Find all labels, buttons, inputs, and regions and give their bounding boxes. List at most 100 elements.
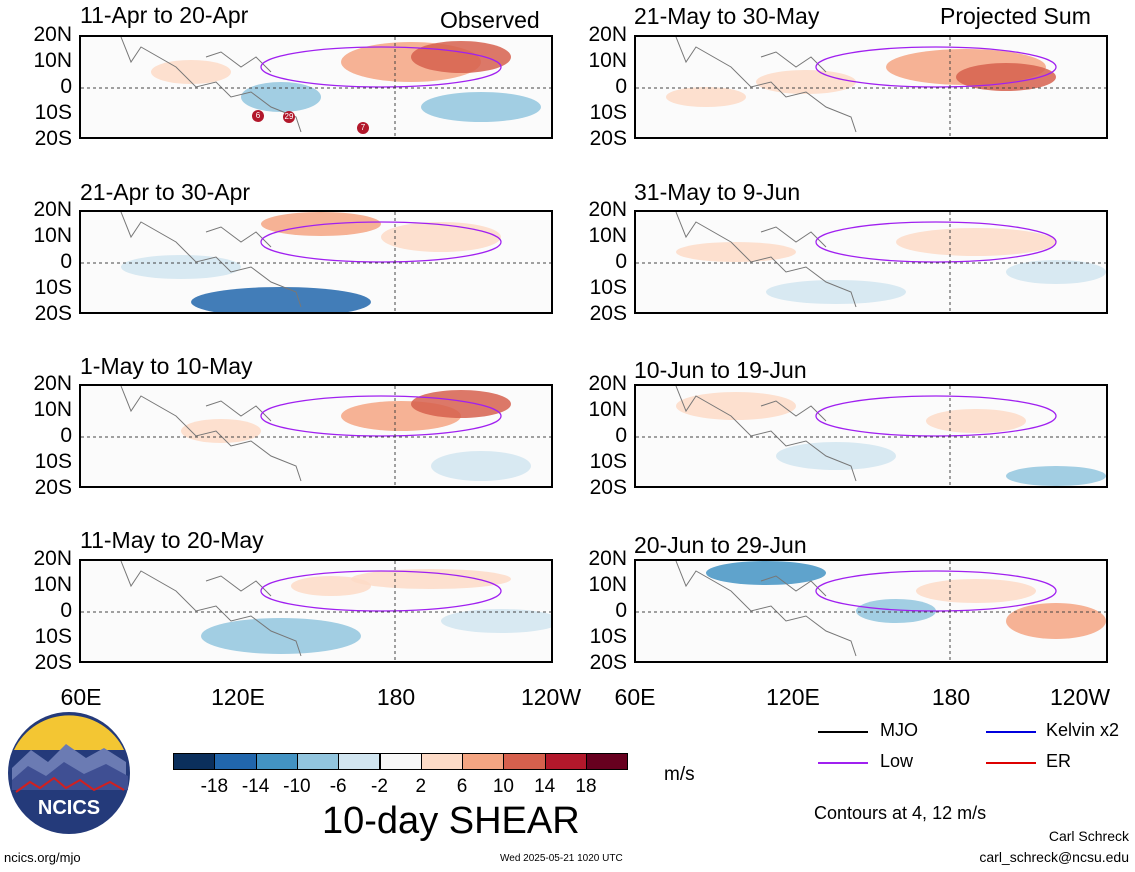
panel-title-1: 11-Apr to 20-Apr bbox=[80, 2, 249, 28]
shear-shading-1 bbox=[916, 579, 1036, 603]
shear-shading-1 bbox=[956, 63, 1056, 91]
low-contour bbox=[260, 221, 502, 263]
contours-note: Contours at 4, 12 m/s bbox=[814, 803, 987, 823]
colorbar-swatch-5 bbox=[379, 753, 422, 770]
colorbar-tick-5: 2 bbox=[415, 776, 427, 797]
lon-tick-120e-left: 120E bbox=[211, 684, 265, 710]
coastline bbox=[675, 37, 857, 133]
footer-timestamp: Wed 2025-05-21 1020 UTC bbox=[500, 853, 623, 864]
coastline bbox=[120, 212, 302, 308]
lon-tick-120w-left: 120W bbox=[520, 684, 582, 710]
shear-shading-2 bbox=[776, 442, 896, 470]
panel-title-6: 31-May to 9-Jun bbox=[634, 179, 801, 205]
map-panel-1 bbox=[79, 35, 553, 139]
lat-tick-right-row4-2: 0 bbox=[615, 599, 627, 622]
lat-tick-left-row3-0: 20N bbox=[33, 372, 72, 395]
colorbar-tick-1: -14 bbox=[241, 776, 270, 797]
panel-6-shading bbox=[636, 212, 1106, 312]
low-contour bbox=[260, 395, 502, 437]
panel-title-8: 20-Jun to 29-Jun bbox=[634, 532, 807, 558]
colorbar-swatch-9 bbox=[544, 753, 587, 770]
legend-mjo-label: MJO bbox=[880, 720, 918, 740]
lat-tick-left-row2-3: 10S bbox=[34, 276, 72, 299]
low-contour bbox=[815, 395, 1057, 437]
shear-shading-2 bbox=[151, 60, 231, 84]
panel-1-shading bbox=[81, 37, 551, 137]
lat-tick-left-row2-1: 10N bbox=[33, 224, 72, 247]
coastline bbox=[675, 212, 857, 308]
lon-tick-60e-right: 60E bbox=[614, 684, 656, 710]
footer-email: carl_schreck@ncsu.edu bbox=[979, 849, 1129, 865]
panel-5-shading bbox=[636, 37, 1106, 137]
low-contour bbox=[260, 570, 502, 612]
colorbar-swatch-1 bbox=[214, 753, 257, 770]
map-panel-7 bbox=[634, 384, 1108, 488]
low-contour bbox=[260, 46, 502, 88]
colorbar-swatch-4 bbox=[338, 753, 381, 770]
storm-label-7: 7 bbox=[360, 123, 366, 132]
colorbar-swatch-8 bbox=[503, 753, 546, 770]
colorbar-tick-4: -2 bbox=[371, 776, 388, 797]
panel-title-4: 11-May to 20-May bbox=[80, 527, 264, 553]
lat-tick-right-row4-3: 10S bbox=[589, 625, 627, 648]
lat-tick-left-row3-1: 10N bbox=[33, 398, 72, 421]
shear-shading-3 bbox=[856, 599, 936, 623]
colorbar-swatch-0 bbox=[173, 753, 216, 770]
lat-tick-left-row1-1: 10N bbox=[33, 49, 72, 72]
lon-tick-180-right: 180 bbox=[931, 684, 971, 710]
shear-shading-2 bbox=[1006, 603, 1106, 639]
colorbar-tick-3: -6 bbox=[329, 776, 347, 797]
colorbar-tick-7: 10 bbox=[492, 776, 514, 797]
shear-shading-1 bbox=[381, 222, 501, 252]
lon-tick-120w-right: 120W bbox=[1050, 684, 1111, 710]
shear-shading-1 bbox=[411, 41, 511, 73]
lat-tick-left-row2-2: 0 bbox=[60, 250, 72, 273]
panel-3-shading bbox=[81, 386, 551, 486]
shear-shading-0 bbox=[676, 392, 796, 420]
footer-author: Carl Schreck bbox=[1048, 828, 1129, 844]
colorbar-tick-6: 6 bbox=[456, 776, 468, 797]
lat-tick-right-row3-4: 20S bbox=[589, 476, 627, 499]
legend-kelvin-label: Kelvin x2 bbox=[1046, 720, 1120, 740]
shear-shading-3 bbox=[441, 609, 551, 633]
lat-tick-right-row4-1: 10N bbox=[588, 573, 627, 596]
colorbar-swatch-7 bbox=[462, 753, 505, 770]
storm-marker-7: 7 bbox=[357, 122, 369, 134]
colorbar-swatch-6 bbox=[420, 753, 464, 770]
shear-shading-3 bbox=[1006, 466, 1106, 486]
panel-title-5: 21-May to 30-May bbox=[634, 3, 820, 29]
lat-tick-right-row4-4: 20S bbox=[589, 651, 627, 674]
logo-text: NCICS bbox=[38, 797, 100, 819]
low-contour bbox=[815, 570, 1057, 612]
lon-tick-120e-right: 120E bbox=[766, 684, 820, 710]
map-panel-2 bbox=[79, 210, 553, 314]
colorbar-swatch-3 bbox=[296, 753, 340, 770]
lat-tick-right-row3-3: 10S bbox=[589, 450, 627, 473]
legend-low-label: Low bbox=[880, 751, 914, 771]
main-title: 10-day SHEAR bbox=[322, 800, 580, 842]
panel-title-3: 1-May to 10-May bbox=[80, 353, 253, 379]
lat-tick-right-row1-2: 0 bbox=[615, 75, 627, 98]
lat-tick-right-row2-3: 10S bbox=[589, 276, 627, 299]
shear-shading-3 bbox=[241, 82, 321, 112]
colorbar-tick-0: -18 bbox=[200, 776, 229, 797]
lat-tick-right-row2-4: 20S bbox=[589, 302, 627, 325]
map-panel-4 bbox=[79, 559, 553, 663]
lat-tick-left-row4-3: 10S bbox=[34, 625, 72, 648]
lat-tick-right-row2-1: 10N bbox=[588, 224, 627, 247]
shear-shading-2 bbox=[181, 419, 261, 443]
lon-tick-180-left: 180 bbox=[376, 684, 416, 710]
shear-shading-2 bbox=[191, 287, 371, 312]
coastline bbox=[675, 386, 857, 482]
map-panel-8 bbox=[634, 559, 1108, 663]
shear-shading-1 bbox=[926, 409, 1026, 433]
shear-shading-3 bbox=[121, 255, 241, 279]
coastline bbox=[120, 37, 302, 133]
shear-shading-0 bbox=[706, 561, 826, 585]
map-panel-6 bbox=[634, 210, 1108, 314]
shear-shading-0 bbox=[351, 569, 511, 589]
lat-tick-right-row1-4: 20S bbox=[589, 127, 627, 150]
legend-er-line bbox=[986, 762, 1036, 764]
map-panel-3 bbox=[79, 384, 553, 488]
colorbar-tick-2: -10 bbox=[283, 776, 311, 797]
